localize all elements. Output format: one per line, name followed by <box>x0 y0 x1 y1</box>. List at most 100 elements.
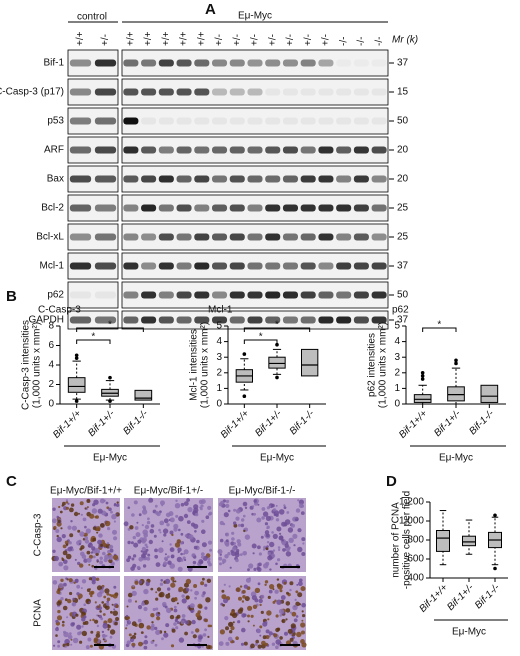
cell <box>207 557 211 561</box>
cell <box>186 520 191 524</box>
cell <box>91 580 96 585</box>
band <box>247 175 263 183</box>
cell <box>57 609 61 614</box>
y-tick-label: 4 <box>216 336 222 347</box>
cell <box>295 615 299 618</box>
band <box>371 146 387 154</box>
box <box>447 386 465 402</box>
band <box>94 316 117 324</box>
cell <box>225 499 230 504</box>
outlier <box>420 374 425 378</box>
cell <box>230 541 235 546</box>
cell <box>64 645 68 648</box>
cell <box>83 534 86 537</box>
y-tick-label: 5 <box>216 321 222 332</box>
band <box>94 291 117 299</box>
band <box>300 316 316 324</box>
cell <box>242 551 247 556</box>
cell <box>137 605 143 610</box>
cell <box>169 547 175 553</box>
band <box>176 175 192 183</box>
cell <box>228 585 231 588</box>
band <box>229 204 245 212</box>
mw-label: 37 <box>397 261 409 272</box>
cell <box>143 588 149 595</box>
cell <box>177 550 180 554</box>
x-tick-label: Bif-1+/- <box>445 582 476 613</box>
outlier <box>74 353 79 358</box>
cell <box>262 621 268 627</box>
cell <box>96 585 103 591</box>
band <box>336 316 352 324</box>
cell <box>285 601 291 606</box>
cell <box>107 527 111 531</box>
mr-label: Mr (k) <box>392 35 418 46</box>
cell <box>143 599 149 605</box>
y-axis-label: number of PCNA <box>391 502 402 578</box>
cell <box>155 562 161 567</box>
cell <box>286 591 289 595</box>
cell <box>268 631 273 636</box>
band <box>336 88 352 96</box>
cell <box>96 605 100 609</box>
cell <box>247 614 250 618</box>
cell <box>175 499 178 502</box>
cell <box>141 546 146 551</box>
y-tick-label: 8 <box>48 321 54 332</box>
cell <box>60 578 64 582</box>
band <box>229 291 245 299</box>
cell <box>233 521 237 525</box>
cell <box>61 623 65 627</box>
cell <box>173 622 177 626</box>
lane-label: +/+ <box>179 31 190 46</box>
cell <box>207 635 210 639</box>
lane-label: +/- <box>267 34 278 46</box>
cell <box>269 541 275 548</box>
cell <box>167 560 172 565</box>
cell <box>53 555 60 562</box>
cell <box>285 608 291 613</box>
cell <box>247 620 250 623</box>
cell <box>63 565 69 571</box>
cell <box>204 628 208 632</box>
band <box>318 262 334 270</box>
cell <box>225 539 229 543</box>
y-tick-label: 400 <box>407 573 424 584</box>
band <box>265 316 281 324</box>
band <box>282 146 299 154</box>
cell <box>225 626 229 631</box>
band <box>194 59 210 67</box>
cell <box>244 596 250 602</box>
cell <box>132 554 137 558</box>
cell <box>130 541 134 545</box>
cell <box>163 561 168 566</box>
cell <box>275 627 280 633</box>
cell <box>272 533 278 540</box>
cell <box>169 563 175 569</box>
cell <box>293 544 296 547</box>
cell <box>128 633 132 637</box>
cell <box>126 616 130 620</box>
cell <box>76 624 82 630</box>
cell <box>158 528 161 532</box>
band <box>300 88 316 96</box>
cell <box>132 585 135 588</box>
cell <box>91 508 98 514</box>
y-tick-label: 4 <box>48 360 54 371</box>
cell <box>52 549 56 553</box>
cell <box>286 511 290 514</box>
y-tick-label: 5 <box>394 321 400 332</box>
cell <box>56 515 60 519</box>
band <box>176 117 192 125</box>
group-label: Eμ-Myc <box>260 453 294 464</box>
cell <box>132 645 135 648</box>
cell <box>260 594 265 599</box>
band <box>282 59 299 67</box>
cell <box>252 552 255 555</box>
band <box>94 59 117 67</box>
cell <box>261 640 266 646</box>
cell <box>151 623 155 628</box>
cell <box>236 549 240 553</box>
cell <box>201 542 207 548</box>
